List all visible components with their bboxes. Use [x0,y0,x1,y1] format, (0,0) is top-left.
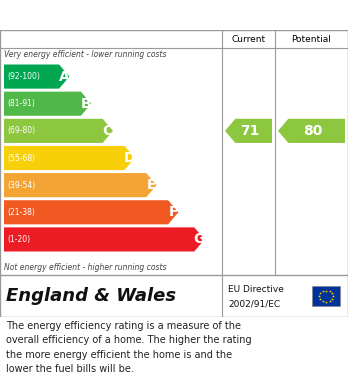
Text: A: A [59,70,70,84]
Text: D: D [124,151,135,165]
Text: Current: Current [231,34,266,43]
Text: B: B [81,97,92,111]
Text: (92-100): (92-100) [7,72,40,81]
Bar [312,286,340,306]
Text: England & Wales: England & Wales [6,287,176,305]
Polygon shape [4,146,135,170]
Polygon shape [278,119,345,143]
Text: F: F [168,205,178,219]
Polygon shape [4,227,205,251]
Text: The energy efficiency rating is a measure of the
overall efficiency of a home. T: The energy efficiency rating is a measur… [6,321,252,374]
Polygon shape [4,91,91,116]
Text: (69-80): (69-80) [7,126,35,135]
Text: 71: 71 [240,124,260,138]
Text: Very energy efficient - lower running costs: Very energy efficient - lower running co… [4,50,166,59]
Text: Energy Efficiency Rating: Energy Efficiency Rating [69,7,279,23]
Text: EU Directive: EU Directive [228,285,284,294]
Text: Potential: Potential [292,34,331,43]
Text: (1-20): (1-20) [7,235,30,244]
Polygon shape [4,200,179,224]
Polygon shape [4,173,157,197]
Polygon shape [4,119,113,143]
Text: Not energy efficient - higher running costs: Not energy efficient - higher running co… [4,263,166,272]
Text: 2002/91/EC: 2002/91/EC [228,300,280,309]
Text: (21-38): (21-38) [7,208,35,217]
Text: C: C [103,124,113,138]
Polygon shape [4,65,69,89]
Text: G: G [194,232,205,246]
Polygon shape [225,119,272,143]
Text: 80: 80 [303,124,323,138]
Text: E: E [147,178,156,192]
Text: (55-68): (55-68) [7,154,35,163]
Text: (39-54): (39-54) [7,181,35,190]
Text: (81-91): (81-91) [7,99,35,108]
